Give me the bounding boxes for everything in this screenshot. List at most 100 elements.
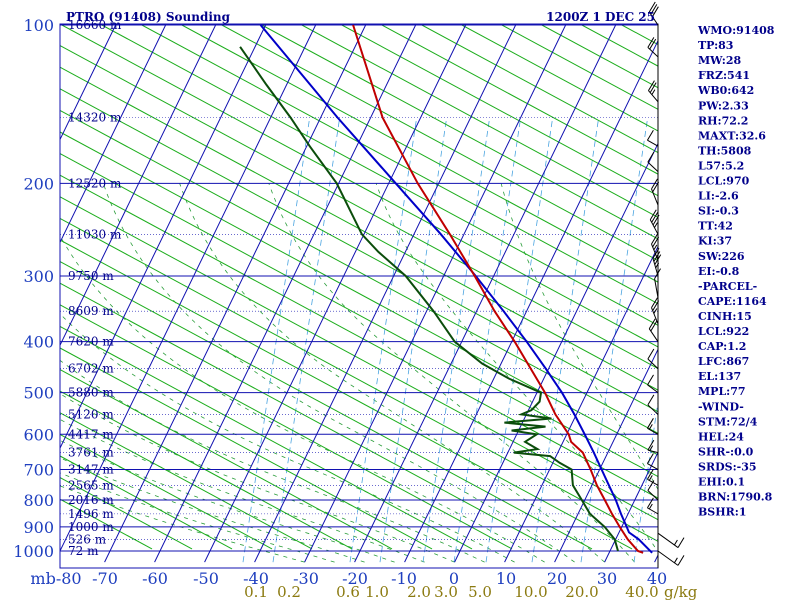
pressure-tick-label: 700 — [23, 461, 54, 480]
isotherm-line — [60, 24, 267, 450]
index-line: LI:-2.6 — [698, 190, 739, 203]
wind-barb-flag — [646, 129, 654, 141]
temperature-axis: mb-80 -70 -60 -50 -40 -30 -20 -10 0 10 20 30 40 — [30, 569, 667, 588]
isotherm-line — [254, 24, 517, 563]
wind-barb — [646, 418, 659, 435]
temperature-tick-label: -60 — [142, 569, 168, 588]
dry-adiabat-line — [60, 217, 658, 542]
temperature-tick-label: -40 — [243, 569, 269, 588]
dry-adiabat-line — [219, 24, 658, 262]
wind-barb-half-flag — [651, 89, 656, 95]
wind-barb-half-flag — [653, 308, 658, 314]
index-line: -PARCEL- — [698, 280, 757, 293]
wind-barb — [648, 80, 659, 103]
mixing-ratio-label: 20.0 — [565, 583, 598, 600]
wind-barb-half-flag — [648, 424, 653, 430]
dry-adiabat-line — [379, 24, 658, 175]
isotherm-line — [60, 24, 117, 141]
sounding-profiles — [239, 24, 653, 554]
valid-time: 1200Z 1 DEC 25 — [546, 10, 655, 24]
wind-barb-half-flag — [648, 475, 653, 481]
dry-adiabat-line — [299, 24, 658, 218]
wind-barb-flag — [646, 453, 654, 464]
wind-barb-flag — [647, 348, 655, 360]
index-line: CINH:15 — [698, 310, 752, 323]
dry-adiabat-line — [60, 153, 658, 478]
wind-barb-staff — [647, 358, 659, 369]
height-label: 12520 m — [68, 176, 122, 190]
moist-adiabat-line — [60, 313, 515, 563]
index-line: LFC:867 — [698, 355, 749, 368]
index-line: SRDS:-35 — [698, 460, 757, 473]
dry-adiabat-line — [60, 412, 313, 550]
wind-barb-flag — [677, 555, 685, 566]
wind-barb-flag — [651, 297, 658, 308]
temperature-tick-label: mb-80 — [30, 569, 81, 588]
mixing-ratio-line — [580, 117, 649, 563]
wind-barb-flag — [653, 251, 661, 262]
index-line: L57:5.2 — [698, 159, 744, 172]
isotherm-line — [104, 24, 367, 563]
isotherm-line — [304, 24, 567, 563]
mixing-ratio-unit: g/kg — [664, 583, 698, 600]
wind-barb-staff — [647, 139, 659, 147]
moist-adiabat-line — [268, 183, 635, 563]
pressure-tick-label: 800 — [23, 491, 54, 510]
dry-adiabat-line — [60, 109, 658, 434]
mixing-ratio-line — [242, 117, 311, 563]
mixing-ratio-label: 3.0 — [434, 583, 458, 600]
wind-barb-staff — [647, 490, 659, 501]
temperature-line — [352, 24, 644, 554]
index-line: EI:-0.8 — [698, 265, 740, 278]
wind-barb-staff — [647, 507, 659, 515]
height-label: 3147 m — [68, 463, 114, 477]
index-line: SW:226 — [698, 250, 745, 263]
height-labels: 16660 m 14320 m 12520 m 11030 m 9750 m 8609 m… — [68, 18, 122, 558]
moist-adiabat-line — [60, 235, 545, 563]
index-line: MW:28 — [698, 54, 741, 67]
wind-barb-staff — [647, 404, 659, 415]
index-line: KI:37 — [698, 235, 732, 248]
mixing-ratio-label: 0.2 — [277, 583, 301, 600]
temperature-tick-label: 20 — [547, 569, 567, 588]
temperature-tick-label: 10 — [496, 569, 516, 588]
height-label: 7620 m — [68, 335, 114, 349]
pressure-tick-label: 300 — [23, 267, 54, 286]
wind-barb — [647, 348, 659, 369]
wind-barb — [646, 453, 659, 470]
wind-barb-flag — [646, 469, 654, 480]
height-label: 6702 m — [68, 362, 114, 376]
wind-barb-flag — [651, 233, 658, 245]
height-label: 72 m — [68, 544, 99, 558]
wind-barb-staff — [647, 463, 659, 470]
isotherms — [60, 24, 658, 563]
wind-barb-half-flag — [653, 244, 658, 251]
height-label: 8609 m — [68, 304, 114, 318]
index-line: WB0:642 — [697, 84, 754, 97]
isotherm-line — [60, 24, 317, 553]
wind-barb-flag — [677, 537, 685, 548]
wind-barb — [647, 151, 659, 172]
isotherm-line — [204, 24, 467, 563]
dry-adiabat-line — [60, 433, 273, 550]
dry-adiabat-line — [60, 131, 658, 456]
dry-adiabat-line — [60, 66, 658, 391]
height-label: 1496 m — [68, 507, 114, 521]
dry-adiabat-line — [179, 24, 658, 283]
pressure-tick-label: 100 — [23, 16, 54, 35]
isotherm-line — [554, 348, 658, 563]
index-line: EL:137 — [698, 370, 741, 383]
indices-panel: WMO:91408 TP:83 MW:28 FRZ:541 WB0:642 PW:2.33… — [697, 24, 775, 519]
dry-adiabat-line — [60, 24, 658, 348]
isotherm-line — [404, 39, 658, 563]
wind-barb-flag — [647, 394, 655, 406]
temperature-tick-label: 40 — [647, 569, 667, 588]
mixing-ratio-label: 0.1 — [244, 583, 268, 600]
mixing-ratio-line — [349, 117, 418, 563]
pressure-tick-label: 900 — [23, 518, 54, 537]
index-line: CAP:1.2 — [698, 340, 746, 353]
index-line: -WIND- — [698, 400, 744, 413]
pressure-axis: 100 200 300 400 500 600 700 800 900 1000 — [13, 16, 54, 561]
index-line: MPL:77 — [698, 385, 746, 398]
